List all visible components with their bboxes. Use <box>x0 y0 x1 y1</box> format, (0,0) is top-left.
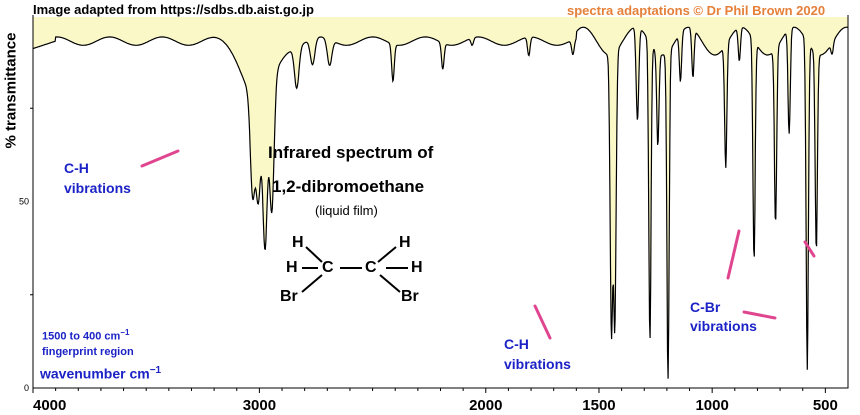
y-axis-label: % transmittance <box>2 32 20 149</box>
atom-h-2: H <box>286 259 298 276</box>
pointer-cbr-right <box>742 310 777 320</box>
x-tick-label-1000: 1000 <box>695 397 728 414</box>
fingerprint-unit-sup: −1 <box>120 328 130 337</box>
atom-c-1: C <box>322 259 334 276</box>
pointer-cbr-far <box>803 240 816 258</box>
atom-h-1: H <box>292 234 304 251</box>
x-axis-label-sup: −1 <box>149 365 162 376</box>
absorbance-fill <box>33 17 848 379</box>
title-line-1: Infrared spectrum of <box>268 143 434 162</box>
bond-c1-br <box>301 274 323 293</box>
x-tick-label-4000: 4000 <box>33 397 66 414</box>
title-line-2: 1,2-dibromoethane <box>272 177 425 196</box>
y-tick-label-50: 50 <box>19 197 29 207</box>
atom-br-2: Br <box>401 288 419 305</box>
ch-right-label-1: C-H <box>504 336 529 352</box>
bond-c2-br <box>379 274 401 293</box>
x-axis-ticks: 4000 3000 2000 1500 1000 500 <box>32 388 838 414</box>
x-tick-label-500: 500 <box>813 397 838 414</box>
x-tick-label-3000: 3000 <box>243 397 276 414</box>
fingerprint-label-1: 1500 to 400 cm−1 <box>42 328 129 343</box>
cbr-label-1: C-Br <box>690 299 721 315</box>
ch-left-label-2: vibrations <box>64 180 131 196</box>
atom-c-2: C <box>365 259 377 276</box>
transmittance-trace <box>32 26 849 379</box>
author-credit: spectra adaptations © Dr Phil Brown 2020 <box>567 3 826 18</box>
cbr-label-2: vibrations <box>690 318 757 334</box>
atom-h-4: H <box>411 259 423 276</box>
pointer-lines <box>140 149 816 340</box>
ch-left-label-1: C-H <box>64 160 89 176</box>
y-axis-ticks: 0 50 <box>19 107 33 393</box>
ch-right-label-2: vibrations <box>504 356 571 372</box>
bond-c2-h-top <box>377 246 397 263</box>
atom-br-1: Br <box>280 288 298 305</box>
fingerprint-label-2: fingerprint region <box>42 346 134 358</box>
x-axis-label: wavenumber cm−1 <box>40 365 161 382</box>
x-tick-label-2000: 2000 <box>469 397 502 414</box>
pointer-cbr-left <box>726 229 741 280</box>
sample-note: (liquid film) <box>315 203 378 218</box>
y-tick-label-0: 0 <box>24 383 29 393</box>
bond-c1-h-top <box>305 246 323 263</box>
x-axis-label-text: wavenumber cm <box>40 365 150 382</box>
molecule-bonds <box>301 246 408 293</box>
pointer-ch-left <box>140 149 180 168</box>
atom-h-3: H <box>399 234 411 251</box>
fingerprint-range: 1500 to 400 cm <box>42 330 121 343</box>
x-tick-label-1500: 1500 <box>582 397 615 414</box>
pointer-ch-right <box>533 304 552 340</box>
source-credit: Image adapted from https://sdbs.db.aist.… <box>33 2 314 17</box>
